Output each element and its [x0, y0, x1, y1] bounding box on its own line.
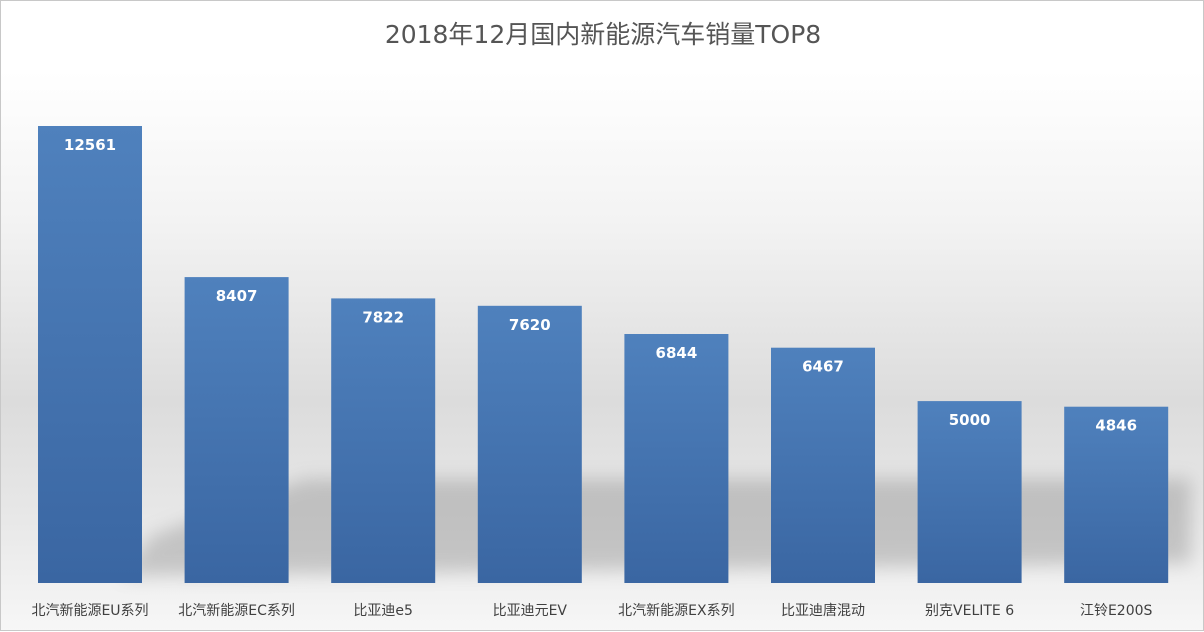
bar [624, 334, 729, 583]
data-label: 12561 [64, 136, 116, 154]
data-label: 7822 [362, 308, 404, 326]
data-labels-group: 12561 8407 7822 7620 6844 6467 5000 4846 [64, 136, 1137, 435]
bar [917, 401, 1022, 583]
tick-label: 别克VELITE 6 [925, 603, 1014, 619]
bars-group [38, 126, 1169, 583]
tick-label: 比亚迪唐混动 [781, 602, 865, 619]
bar [38, 126, 142, 583]
tick-label: 北汽新能源EC系列 [178, 603, 295, 619]
data-label: 4846 [1095, 417, 1137, 435]
tick-label: 比亚迪元EV [493, 603, 568, 619]
bar [771, 347, 875, 583]
data-label: 5000 [949, 411, 991, 429]
bar [331, 298, 436, 583]
tick-label: 北汽新能源EX系列 [618, 603, 734, 619]
bar [1064, 406, 1169, 583]
data-label: 6844 [656, 344, 698, 362]
tick-label: 江铃E200S [1080, 603, 1153, 619]
tick-label: 比亚迪e5 [353, 603, 413, 619]
bar [477, 305, 582, 583]
bar [184, 277, 289, 583]
tick-label: 北汽新能源EU系列 [31, 603, 148, 619]
chart-title: 2018年12月国内新能源汽车销量TOP8 [384, 20, 822, 49]
tick-labels-group: 北汽新能源EU系列 北汽新能源EC系列 比亚迪e5 比亚迪元EV 北汽新能源EX系列 比亚… [31, 602, 1152, 619]
data-label: 6467 [802, 358, 844, 376]
data-label: 8407 [216, 287, 258, 305]
data-label: 7620 [509, 316, 551, 334]
